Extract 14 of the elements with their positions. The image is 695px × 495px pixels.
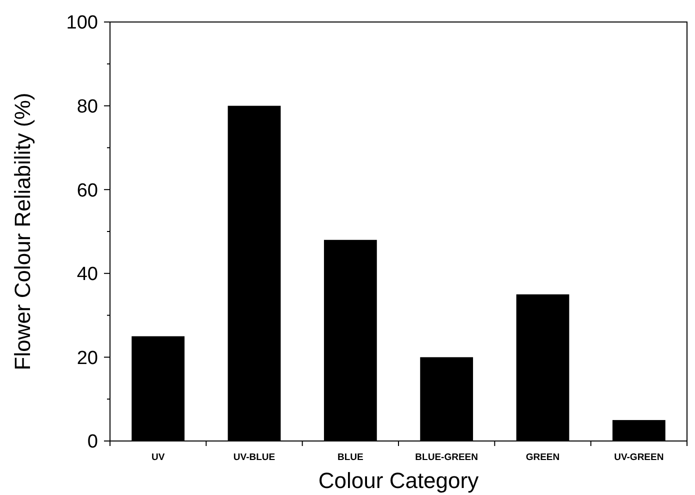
y-tick-label: 20: [76, 348, 98, 369]
x-tick-label: GREEN: [526, 452, 560, 463]
y-tick-label: 100: [66, 12, 98, 34]
y-tick-label: 80: [76, 96, 98, 118]
y-axis-title: Flower Colour Reliability (%): [10, 92, 35, 370]
y-tick-label: 0: [87, 432, 98, 453]
x-tick-label: UV-GREEN: [614, 452, 664, 463]
x-tick-label: BLUE: [337, 452, 364, 463]
x-tick-label: BLUE-GREEN: [415, 452, 478, 463]
y-tick-label: 40: [76, 264, 98, 286]
x-axis-title: Colour Category: [318, 468, 479, 493]
x-tick-label: UV-BLUE: [233, 452, 276, 463]
y-tick-label: 60: [76, 180, 98, 202]
x-tick-label: UV: [151, 452, 166, 463]
